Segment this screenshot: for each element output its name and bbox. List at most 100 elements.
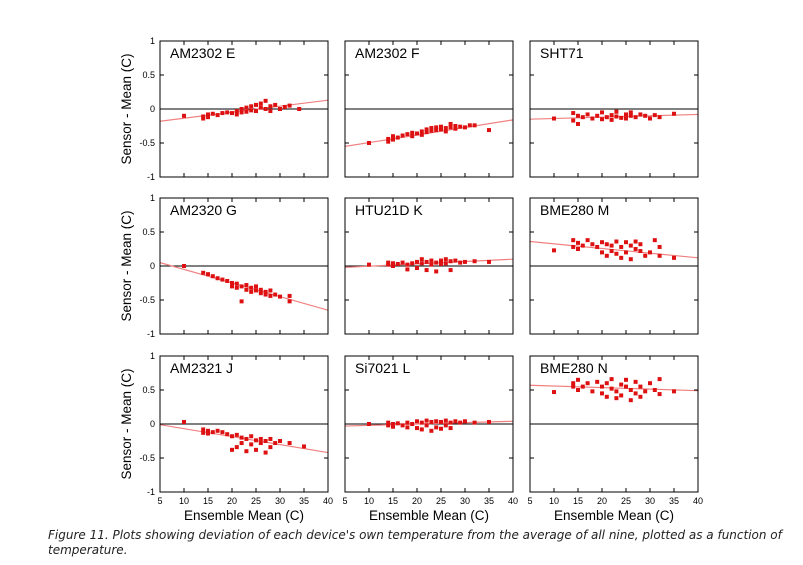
data-point bbox=[595, 113, 600, 118]
data-point bbox=[182, 264, 186, 268]
data-point bbox=[429, 419, 434, 424]
data-point bbox=[638, 112, 643, 117]
data-point bbox=[367, 141, 371, 145]
data-point bbox=[215, 428, 220, 433]
data-point bbox=[633, 115, 638, 120]
data-point bbox=[391, 264, 395, 268]
data-point bbox=[273, 292, 278, 297]
data-point bbox=[405, 425, 410, 430]
data-point bbox=[263, 292, 268, 297]
y-tick-label: 0.5 bbox=[142, 385, 155, 395]
data-point bbox=[434, 269, 439, 274]
data-point bbox=[643, 113, 648, 118]
data-point bbox=[624, 384, 628, 389]
data-point bbox=[443, 261, 448, 266]
data-point bbox=[249, 289, 254, 294]
data-point bbox=[472, 123, 477, 128]
data-point bbox=[182, 419, 186, 424]
data-point bbox=[220, 277, 225, 282]
data-point bbox=[297, 107, 302, 111]
data-point bbox=[415, 259, 419, 264]
data-point bbox=[590, 389, 595, 394]
x-tick-label: 25 bbox=[621, 496, 631, 506]
data-point bbox=[585, 112, 590, 117]
data-point bbox=[439, 426, 443, 431]
data-point bbox=[287, 441, 292, 446]
data-point bbox=[268, 293, 273, 298]
x-tick-label: 20 bbox=[227, 496, 237, 506]
data-point bbox=[386, 262, 391, 267]
data-point bbox=[648, 381, 652, 386]
data-point bbox=[552, 116, 556, 121]
y-tick-label: 0 bbox=[150, 261, 155, 271]
x-tick-label: 20 bbox=[412, 496, 422, 506]
scatter-panel: -1 -0.5 0 0.5 1 AM2302 E Sensor - Mean (C) bbox=[119, 36, 329, 182]
data-point bbox=[453, 419, 458, 424]
data-point bbox=[580, 243, 585, 248]
data-point bbox=[633, 247, 638, 251]
fit-line bbox=[530, 384, 698, 392]
data-point bbox=[600, 250, 604, 255]
data-point bbox=[254, 109, 258, 114]
data-point bbox=[210, 430, 215, 435]
data-point bbox=[657, 392, 662, 397]
data-point bbox=[367, 422, 371, 426]
data-point bbox=[619, 382, 624, 387]
data-point bbox=[386, 139, 391, 144]
data-point bbox=[443, 257, 448, 262]
data-point bbox=[254, 438, 258, 443]
data-point bbox=[633, 239, 638, 244]
x-tick-label: 30 bbox=[275, 496, 285, 506]
panel-title: AM2302 F bbox=[355, 45, 420, 61]
data-point bbox=[443, 423, 448, 428]
data-point bbox=[571, 381, 576, 386]
y-tick-label: 0 bbox=[150, 419, 155, 429]
data-point bbox=[614, 396, 619, 401]
data-point bbox=[244, 436, 249, 441]
x-tick-label: 5 bbox=[527, 496, 532, 506]
data-point bbox=[419, 427, 424, 432]
data-point bbox=[443, 126, 448, 131]
data-point bbox=[429, 258, 434, 263]
data-point bbox=[410, 422, 415, 426]
data-point bbox=[405, 132, 410, 137]
data-point bbox=[429, 128, 434, 133]
data-point bbox=[628, 110, 633, 115]
data-point bbox=[230, 447, 234, 452]
data-point bbox=[206, 112, 210, 117]
y-tick-label: -0.5 bbox=[139, 453, 155, 463]
data-point bbox=[424, 268, 429, 273]
data-point bbox=[410, 134, 415, 139]
data-point bbox=[249, 108, 254, 113]
data-point bbox=[614, 109, 619, 114]
data-point bbox=[249, 434, 254, 439]
panel-title: SHT71 bbox=[540, 45, 584, 61]
data-point bbox=[453, 126, 458, 131]
data-point bbox=[576, 388, 580, 392]
data-point bbox=[600, 110, 604, 115]
data-point bbox=[210, 274, 215, 279]
data-point bbox=[672, 389, 676, 394]
data-point bbox=[239, 284, 244, 289]
data-point bbox=[463, 259, 467, 264]
x-tick-label: 5 bbox=[157, 496, 162, 506]
data-point bbox=[643, 389, 648, 394]
scatter-panel: 5 10 15 20 25 30 35 40 Si7021 L Ensemble Mean (C) bbox=[342, 355, 518, 523]
data-point bbox=[206, 272, 210, 277]
x-tick-label: 35 bbox=[484, 496, 494, 506]
data-point bbox=[386, 420, 391, 425]
data-point bbox=[415, 266, 419, 271]
data-point bbox=[614, 114, 619, 119]
data-point bbox=[638, 394, 643, 399]
data-point bbox=[386, 260, 391, 265]
data-point bbox=[239, 299, 244, 304]
data-point bbox=[395, 261, 400, 266]
x-tick-label: 30 bbox=[645, 496, 655, 506]
data-point bbox=[604, 242, 609, 247]
data-point bbox=[439, 261, 443, 266]
data-point bbox=[609, 113, 614, 118]
data-point bbox=[182, 113, 186, 118]
data-point bbox=[405, 267, 410, 272]
x-tick-label: 20 bbox=[597, 496, 607, 506]
data-point bbox=[386, 423, 391, 428]
